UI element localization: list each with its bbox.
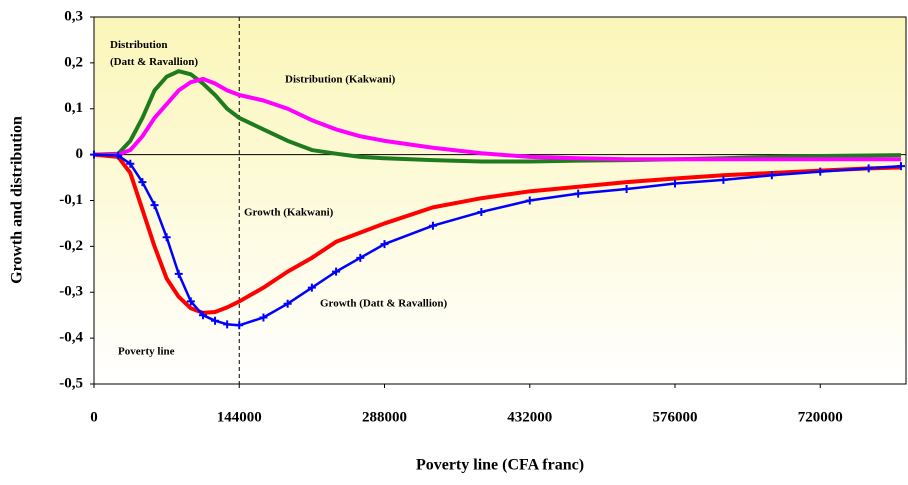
series-marker (574, 189, 583, 198)
series-marker (90, 150, 98, 159)
series-line (93, 152, 902, 315)
series-marker (525, 196, 534, 205)
x-tick-label: 720000 (798, 409, 843, 425)
series-marker (671, 179, 680, 188)
series-marker (332, 267, 341, 276)
y-tick-label: 0 (76, 146, 84, 162)
series-marker (477, 207, 486, 216)
plot-area (93, 16, 907, 385)
series-marker (428, 221, 437, 230)
series-marker (356, 253, 365, 262)
series-marker (622, 185, 631, 194)
y-tick-label: 0,2 (64, 54, 83, 70)
x-tick-label: 144000 (217, 409, 262, 425)
series-marker (114, 151, 123, 160)
series-marker (235, 321, 244, 330)
series-marker (719, 175, 728, 184)
x-tick-label: 432000 (507, 409, 552, 425)
series-line (94, 76, 901, 162)
series-marker (198, 311, 207, 320)
x-axis-title: Poverty line (CFA franc) (416, 457, 584, 474)
x-tick-label: 0 (90, 409, 98, 425)
y-tick-label: -0,2 (59, 238, 83, 254)
series-marker (896, 162, 905, 171)
series-label: Growth (Datt & Ravallion) (320, 298, 448, 310)
x-tick-label: 576000 (653, 409, 698, 425)
y-tick-label: 0,3 (64, 8, 83, 24)
series-marker (307, 283, 316, 292)
x-tick-label: 288000 (362, 409, 407, 425)
series-marker (211, 316, 220, 325)
series-marker (186, 297, 195, 306)
y-tick-label: -0,1 (59, 192, 83, 208)
series-marker (259, 313, 268, 322)
series-marker (223, 320, 232, 329)
y-tick-label: -0,3 (59, 284, 83, 300)
y-axis-title: Growth and distribution (9, 116, 26, 284)
series-marker (150, 201, 159, 210)
series-label: Distribution (Datt & Ravallion) (110, 39, 198, 68)
series-marker (138, 178, 147, 187)
series-marker (380, 240, 389, 249)
annotation: Poverty line (118, 346, 175, 358)
series-label: Growth (Kakwani) (244, 207, 334, 219)
series-label: Distribution (Kakwani) (285, 74, 396, 86)
series-marker (174, 269, 183, 278)
series-marker (126, 159, 135, 168)
y-tick-label: -0,4 (59, 330, 83, 346)
y-tick-label: -0,5 (59, 375, 83, 391)
series-marker (283, 299, 292, 308)
series-marker (864, 164, 873, 173)
y-tick-label: 0,1 (64, 100, 83, 116)
series-marker (162, 233, 171, 242)
series-marker (816, 167, 825, 176)
series-marker (767, 171, 776, 180)
